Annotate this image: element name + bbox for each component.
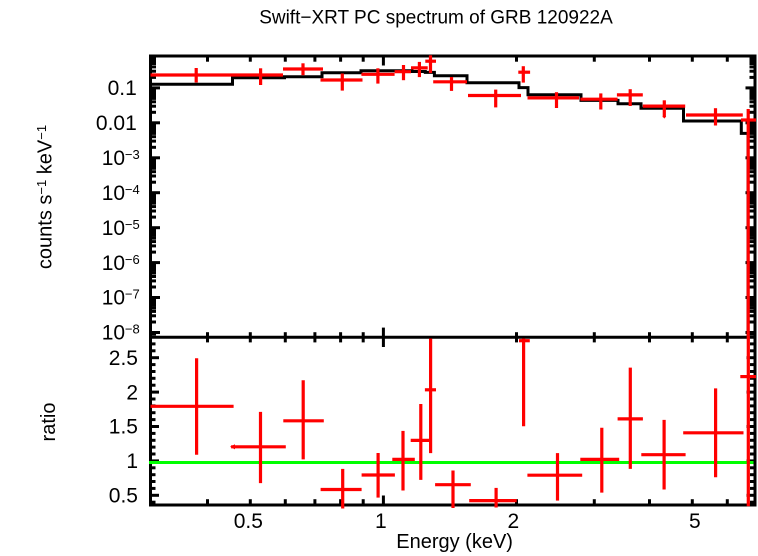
- svg-text:1.5: 1.5: [109, 416, 138, 439]
- svg-text:10: 10: [102, 322, 125, 345]
- svg-text:10: 10: [102, 147, 125, 170]
- svg-text:10: 10: [102, 182, 125, 205]
- svg-text:5: 5: [689, 510, 701, 533]
- svg-text:2.5: 2.5: [109, 347, 138, 370]
- svg-text:counts s−1 keV−1: counts s−1 keV−1: [34, 125, 57, 269]
- svg-text:2: 2: [126, 381, 138, 404]
- svg-text:1: 1: [375, 510, 387, 533]
- svg-text:−3: −3: [125, 147, 140, 162]
- svg-text:0.01: 0.01: [96, 112, 137, 135]
- svg-text:10: 10: [102, 217, 125, 240]
- svg-text:−8: −8: [125, 322, 140, 337]
- svg-text:−4: −4: [125, 182, 140, 197]
- svg-text:2: 2: [507, 510, 519, 533]
- svg-text:0.1: 0.1: [108, 77, 137, 100]
- svg-text:−6: −6: [125, 252, 140, 267]
- svg-text:ratio: ratio: [38, 403, 60, 442]
- svg-text:Energy (keV): Energy (keV): [396, 531, 513, 553]
- svg-text:10: 10: [102, 287, 125, 310]
- svg-text:Swift−XRT PC spectrum of GRB 1: Swift−XRT PC spectrum of GRB 120922A: [259, 8, 613, 29]
- svg-text:1: 1: [126, 450, 138, 473]
- svg-text:10: 10: [102, 252, 125, 275]
- svg-text:−5: −5: [125, 217, 140, 232]
- svg-text:−7: −7: [125, 287, 140, 302]
- svg-text:0.5: 0.5: [234, 510, 263, 533]
- svg-text:0.5: 0.5: [109, 485, 138, 508]
